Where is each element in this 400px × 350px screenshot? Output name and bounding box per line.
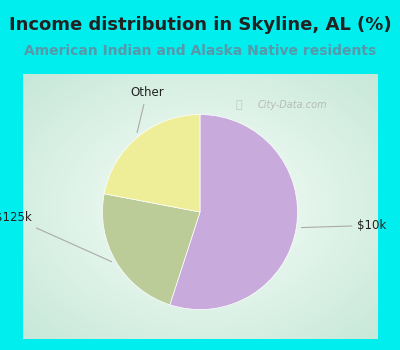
Text: $10k: $10k: [301, 219, 387, 232]
Wedge shape: [104, 114, 200, 212]
Text: $125k: $125k: [0, 211, 112, 262]
Text: Income distribution in Skyline, AL (%): Income distribution in Skyline, AL (%): [9, 16, 391, 34]
Wedge shape: [170, 114, 298, 309]
Text: American Indian and Alaska Native residents: American Indian and Alaska Native reside…: [24, 44, 376, 58]
Text: Other: Other: [130, 86, 164, 133]
Text: ⓘ: ⓘ: [236, 100, 242, 110]
Text: City-Data.com: City-Data.com: [258, 100, 327, 110]
Wedge shape: [102, 194, 200, 305]
